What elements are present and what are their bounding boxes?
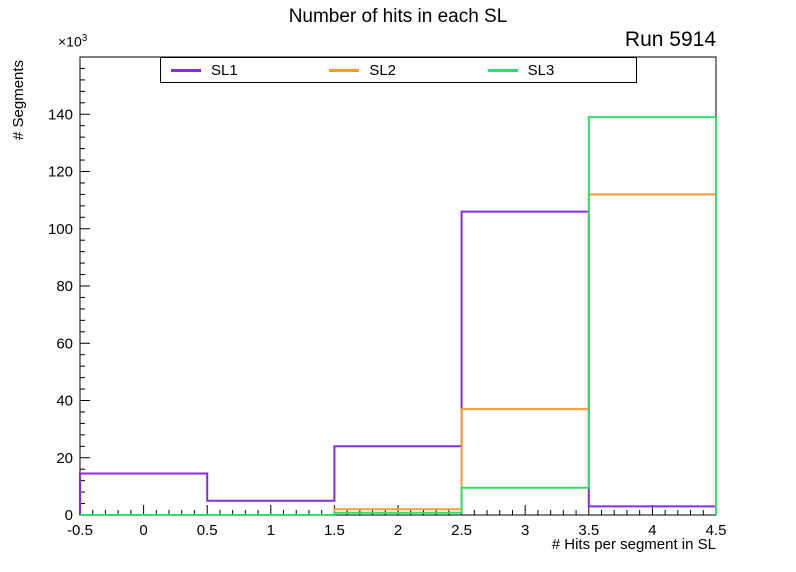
- y-tick-label: 60: [56, 335, 73, 352]
- y-tick-label: 0: [65, 507, 73, 524]
- x-tick-label: 2: [394, 522, 402, 539]
- legend-label-sl3: SL3: [527, 61, 555, 79]
- legend-line-sl1: [171, 68, 201, 72]
- legend-label-sl2: SL2: [369, 61, 397, 79]
- x-tick-label: -0.5: [67, 522, 93, 539]
- x-tick-label: 0: [139, 522, 147, 539]
- legend-line-sl3: [487, 68, 518, 72]
- histogram-line-sl1: [79, 210, 717, 515]
- y-axis-multiplier-base: ×10: [58, 33, 82, 50]
- y-axis-multiplier-exponent: 3: [81, 33, 88, 44]
- x-axis-title: # Hits per segment in SL: [551, 536, 716, 553]
- y-tick-label: 100: [48, 221, 73, 238]
- legend-entry-sl3: SL3: [478, 62, 636, 79]
- x-tick-label: 2.5: [451, 522, 472, 539]
- histogram-line-sl2: [80, 193, 717, 516]
- x-tick-label: 1.5: [324, 522, 345, 539]
- x-tick-label: 3: [521, 522, 529, 539]
- y-tick-label: 40: [56, 393, 73, 410]
- legend-entry-sl1: SL1: [161, 62, 319, 79]
- y-tick-label: 80: [56, 278, 73, 295]
- chart-title: Number of hits in each SL: [288, 6, 508, 27]
- legend-entry-sl2: SL2: [319, 62, 477, 79]
- x-tick-label: 4.5: [706, 522, 727, 539]
- legend-line-sl2: [329, 68, 360, 72]
- x-tick-label: 0.5: [197, 522, 218, 539]
- legend-label-sl1: SL1: [211, 61, 238, 79]
- y-tick-label: 20: [56, 450, 73, 467]
- x-tick-label: 4: [648, 522, 656, 539]
- y-axis-multiplier: ×103: [58, 33, 87, 50]
- x-tick-label: 3.5: [578, 522, 599, 539]
- legend: SL1 SL2 SL3: [160, 57, 637, 83]
- run-label: Run 5914: [624, 28, 716, 51]
- y-tick-label: 140: [48, 106, 73, 123]
- x-tick-label: 1: [267, 522, 275, 539]
- y-tick-label: 120: [48, 164, 73, 181]
- histogram-line-sl3: [80, 116, 717, 516]
